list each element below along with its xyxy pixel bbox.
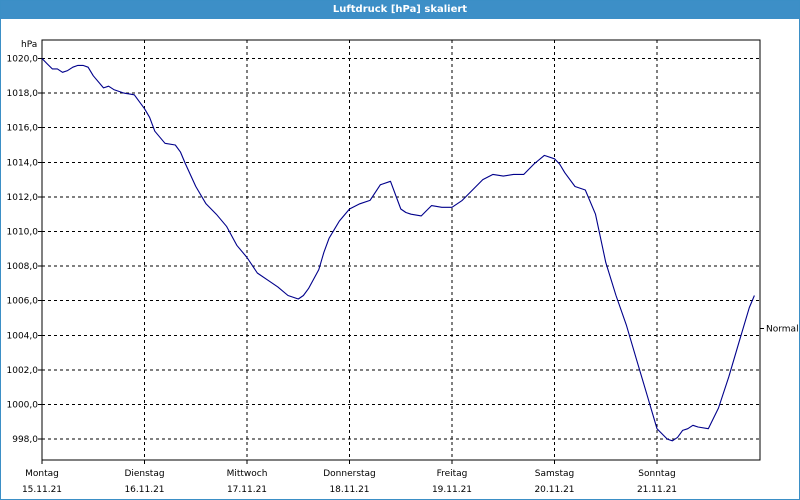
y-tick-label: 1006,0 xyxy=(7,297,39,307)
axes xyxy=(38,39,764,464)
y-tick-label: 1000,0 xyxy=(7,401,39,411)
y-tick-label: 1020,0 xyxy=(7,55,39,65)
pressure-series-line xyxy=(41,58,755,442)
y-tick-label: 1010,0 xyxy=(7,228,39,238)
reference-label: Normal xyxy=(766,324,799,334)
y-tick-label: 1008,0 xyxy=(7,262,39,272)
x-tick-day: Mittwoch xyxy=(227,469,268,479)
x-tick-date: 17.11.21 xyxy=(227,485,267,495)
x-tick-date: 20.11.21 xyxy=(534,485,574,495)
grid xyxy=(42,40,760,460)
x-tick-day: Freitag xyxy=(437,469,468,479)
y-tick-label: 1016,0 xyxy=(7,124,39,134)
y-axis-unit: hPa xyxy=(21,40,37,50)
x-tick-date: 19.11.21 xyxy=(432,485,472,495)
x-tick-date: 18.11.21 xyxy=(329,485,369,495)
x-tick-day: Donnerstag xyxy=(323,469,376,479)
x-tick-date: 15.11.21 xyxy=(22,485,62,495)
x-tick-day: Sonntag xyxy=(638,469,675,479)
x-tick-date: 21.11.21 xyxy=(637,485,677,495)
x-tick-date: 16.11.21 xyxy=(124,485,164,495)
y-tick-label: 1014,0 xyxy=(7,158,39,168)
y-tick-label: 1012,0 xyxy=(7,193,39,203)
window-title: Luftdruck [hPa] skaliert xyxy=(1,1,799,19)
x-tick-labels: Montag 15.11.21 Dienstag 16.11.21 Mittwoch 17… xyxy=(22,469,677,495)
y-tick-label: 1004,0 xyxy=(7,331,39,341)
y-tick-label: 1002,0 xyxy=(7,366,39,376)
x-tick-day: Dienstag xyxy=(124,469,164,479)
plot-frame xyxy=(41,39,761,461)
x-tick-day: Montag xyxy=(25,469,59,479)
y-tick-label: 998,0 xyxy=(12,435,38,445)
series-group xyxy=(41,58,755,442)
y-tick-labels: 1020,0 1018,0 1016,0 1014,0 1012,0 1010,0 1008… xyxy=(7,55,39,446)
x-tick-day: Samstag xyxy=(535,469,574,479)
y-tick-label: 1018,0 xyxy=(7,89,39,99)
